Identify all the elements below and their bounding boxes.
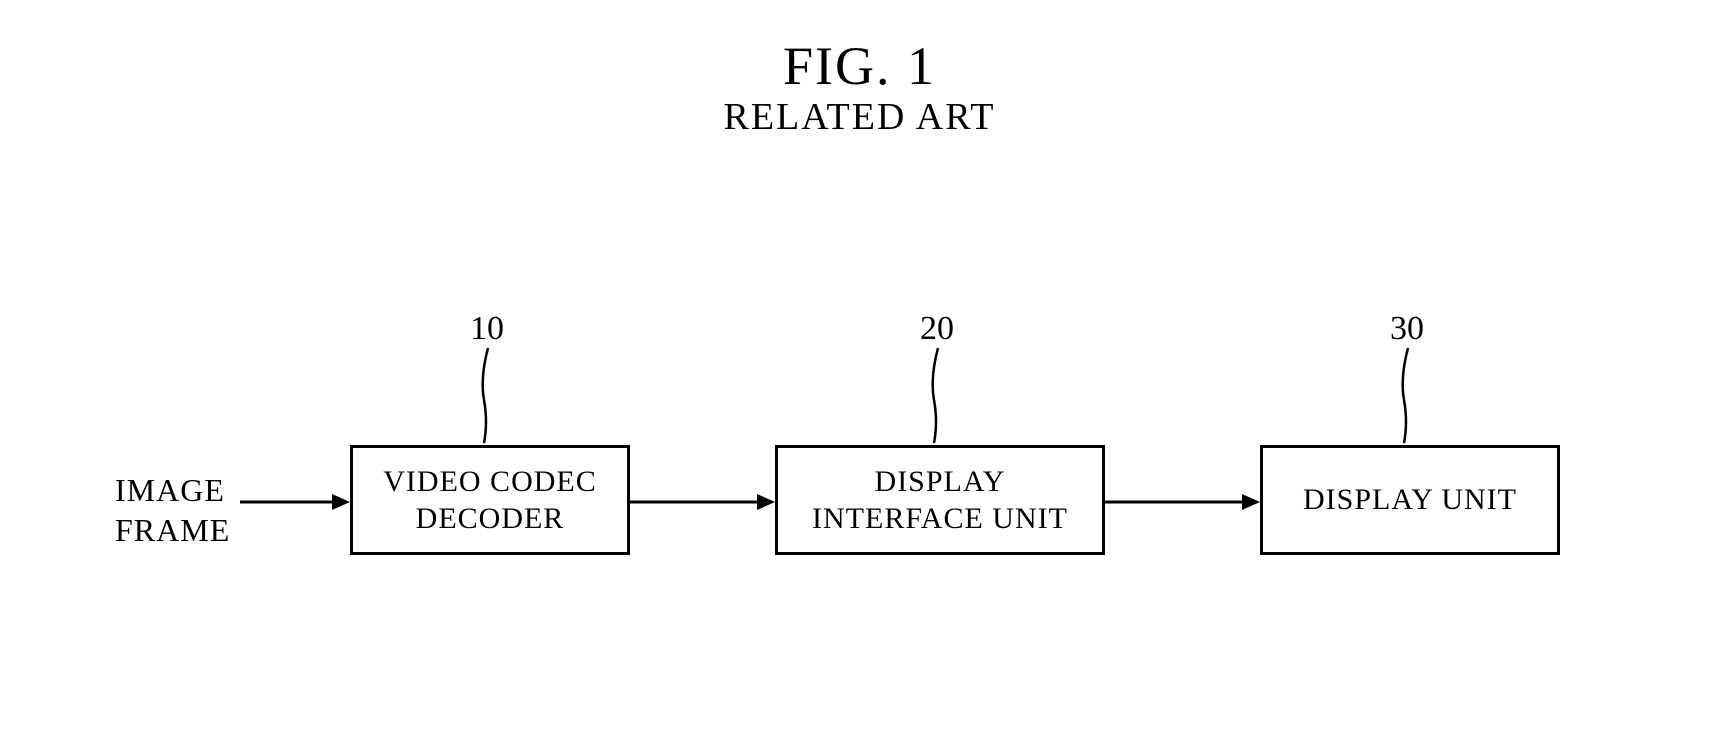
arrow-2 [1105,490,1260,514]
input-label-line2: FRAME [115,510,230,550]
leader-line-10 [470,348,500,448]
block-diagram: IMAGE FRAME 10 VIDEO CODEC DECODER 20 DI… [0,310,1719,610]
figure-title-block: FIG. 1 RELATED ART [0,35,1719,139]
input-label-line1: IMAGE [115,470,230,510]
node-interface-line2: INTERFACE UNIT [812,500,1068,538]
node-display-line1: DISPLAY UNIT [1303,481,1517,519]
leader-line-30 [1390,348,1420,448]
arrow-0 [240,490,350,514]
leader-line-20 [920,348,950,448]
ref-number-20: 20 [920,310,954,348]
input-label: IMAGE FRAME [115,470,230,550]
figure-title: FIG. 1 [0,35,1719,97]
node-display: DISPLAY UNIT [1260,445,1560,555]
ref-number-30: 30 [1390,310,1424,348]
figure-subtitle: RELATED ART [0,95,1719,139]
node-interface: DISPLAY INTERFACE UNIT [775,445,1105,555]
node-decoder: VIDEO CODEC DECODER [350,445,630,555]
arrow-1 [630,490,775,514]
node-decoder-line1: VIDEO CODEC [383,463,597,501]
ref-number-10: 10 [470,310,504,348]
node-interface-line1: DISPLAY [875,463,1006,501]
node-decoder-line2: DECODER [416,500,565,538]
